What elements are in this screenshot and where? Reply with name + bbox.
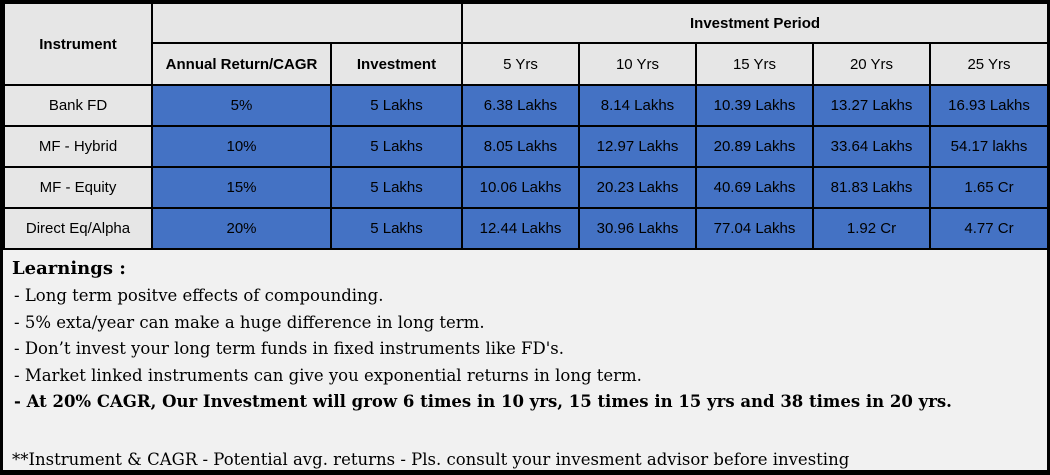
cell-value: 8.05 Lakhs (461, 125, 580, 168)
cell-value: 20.89 Lakhs (695, 125, 814, 168)
header-annual-return: Annual Return/CAGR (151, 42, 332, 86)
row-label: Bank FD (3, 84, 153, 127)
header-investment-period: Investment Period (460, 2, 1047, 44)
table-row-mf-equity: MF - Equity 15% 5 Lakhs 10.06 Lakhs 20.2… (3, 166, 1047, 209)
table-row-mf-hybrid: MF - Hybrid 10% 5 Lakhs 8.05 Lakhs 12.97… (3, 125, 1047, 168)
cell-value: 16.93 Lakhs (928, 84, 1047, 127)
cell-value: 77.04 Lakhs (695, 207, 814, 250)
investment-table: Instrument Investment Period Annual Retu… (3, 2, 1047, 250)
learning-item-fixed-instruments: - Don’t invest your long term funds in f… (14, 339, 564, 358)
learning-item-compounding: - Long term positve effects of compoundi… (14, 286, 384, 305)
cell-value: 8.14 Lakhs (578, 84, 697, 127)
table-row-direct-eq-alpha: Direct Eq/Alpha 20% 5 Lakhs 12.44 Lakhs … (3, 207, 1047, 250)
cell-value: 1.92 Cr (812, 207, 931, 250)
header-row-sub: Annual Return/CAGR Investment 5 Yrs 10 Y… (4, 42, 1047, 86)
learnings-title: Learnings : (12, 258, 126, 279)
row-label: Direct Eq/Alpha (3, 207, 153, 250)
cell-cagr: 5% (151, 84, 332, 127)
header-period-25yrs: 25 Yrs (928, 42, 1047, 86)
cell-value: 81.83 Lakhs (812, 166, 931, 209)
header-period-15yrs: 15 Yrs (695, 42, 814, 86)
cell-cagr: 20% (151, 207, 332, 250)
row-label: MF - Hybrid (3, 125, 153, 168)
learning-item-market-linked: - Market linked instruments can give you… (14, 365, 642, 385)
cell-value: 13.27 Lakhs (812, 84, 931, 127)
cell-value: 1.65 Cr (928, 166, 1047, 209)
cell-investment: 5 Lakhs (330, 125, 463, 168)
header-period-10yrs: 10 Yrs (578, 42, 697, 86)
table-row-bank-fd: Bank FD 5% 5 Lakhs 6.38 Lakhs 8.14 Lakhs… (3, 84, 1047, 127)
header-instrument: Instrument (3, 2, 153, 86)
cell-investment: 5 Lakhs (330, 207, 463, 250)
learning-item-cagr-growth: - At 20% CAGR, Our Investment will grow … (14, 392, 952, 411)
header-row-top: Instrument Investment Period (3, 2, 1047, 86)
learnings-section: Learnings : - Long term positve effects … (3, 250, 1047, 470)
row-label: MF - Equity (3, 166, 153, 209)
cell-cagr: 15% (151, 166, 332, 209)
learnings-footnote: **Instrument & CAGR - Potential avg. ret… (12, 449, 850, 469)
cell-value: 20.23 Lakhs (578, 166, 697, 209)
cell-value: 6.38 Lakhs (461, 84, 580, 127)
header-period-20yrs: 20 Yrs (812, 42, 931, 86)
cell-value: 12.97 Lakhs (578, 125, 697, 168)
header-period-5yrs: 5 Yrs (461, 42, 580, 86)
header-empty-cell (151, 2, 463, 44)
cell-investment: 5 Lakhs (330, 84, 463, 127)
header-investment: Investment (330, 42, 463, 86)
cell-investment: 5 Lakhs (330, 166, 463, 209)
cell-cagr: 10% (151, 125, 332, 168)
cell-value: 30.96 Lakhs (578, 207, 697, 250)
cell-value: 40.69 Lakhs (695, 166, 814, 209)
cell-value: 54.17 lakhs (928, 125, 1047, 168)
cell-value: 12.44 Lakhs (461, 207, 580, 250)
cell-value: 10.39 Lakhs (695, 84, 814, 127)
cell-value: 4.77 Cr (928, 207, 1047, 250)
learning-item-extra-percent: - 5% exta/year can make a huge differenc… (14, 312, 485, 332)
cell-value: 33.64 Lakhs (812, 125, 931, 168)
cell-value: 10.06 Lakhs (461, 166, 580, 209)
